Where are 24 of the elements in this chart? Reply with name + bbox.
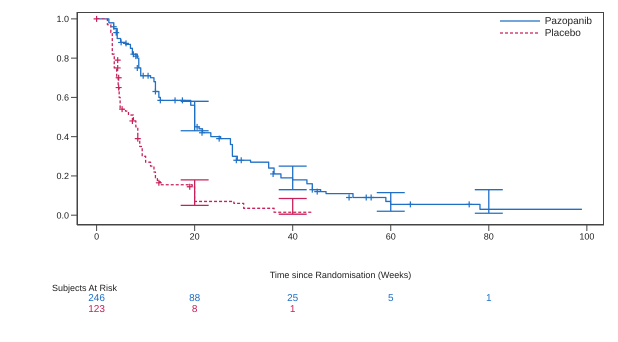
text: 1: [485, 293, 493, 304]
y-tick-label: 0.2: [56, 171, 69, 182]
text: 8: [190, 304, 198, 315]
legend-label: Pazopanib: [544, 16, 592, 26]
text: 88: [188, 293, 202, 304]
text: 246: [87, 293, 106, 304]
y-tick-label: 0.6: [56, 92, 69, 103]
x-tick-label: 40: [288, 231, 298, 242]
y-tick-label: 0.0: [56, 210, 69, 220]
legend-label: Placebo: [544, 28, 581, 38]
text: 5: [386, 293, 395, 304]
x-tick-label: 0: [94, 231, 100, 242]
text: Subjects At Risk: [52, 283, 118, 293]
x-tick-label: 60: [386, 231, 396, 242]
text: 123: [87, 304, 106, 315]
text: 25: [286, 293, 300, 304]
y-tick-label: 0.8: [56, 53, 69, 64]
x-tick-label: 100: [579, 231, 594, 242]
y-tick-label: 1.0: [56, 14, 69, 24]
x-axis-title: Time since Randomisation (Weeks): [270, 270, 412, 280]
text: 1: [288, 304, 296, 315]
x-tick-label: 80: [484, 231, 494, 242]
x-tick-label: 20: [190, 231, 200, 242]
y-tick-label: 0.4: [56, 132, 69, 142]
